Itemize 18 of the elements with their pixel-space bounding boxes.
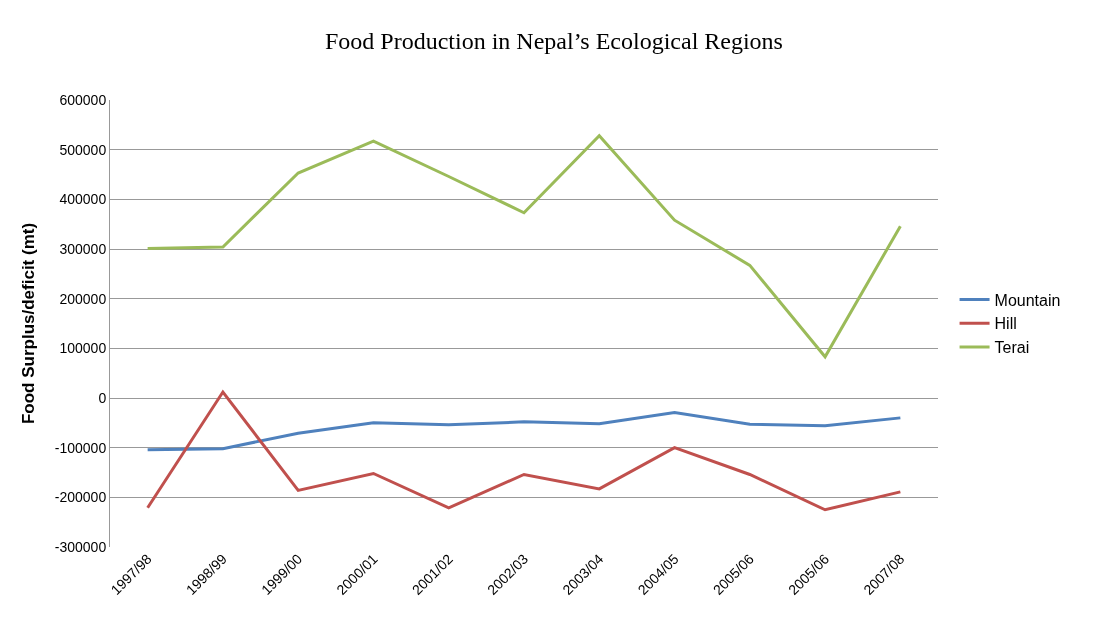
y-tick-label: -200000 [54,489,107,506]
y-tick-label: 200000 [59,290,107,307]
y-tick-label: 0 [98,389,107,406]
line-series [146,134,902,359]
y-tick-label: 600000 [59,91,107,108]
chart-title: Food Production in Nepal’s Ecological Regions [325,27,783,54]
y-tick-label: -100000 [54,439,107,456]
y-tick-label: 500000 [59,141,107,158]
y-axis-title: Food Surplus/deficit (mt) [19,222,39,425]
y-tick-label: -300000 [54,538,107,555]
legend-label: Mountain [994,291,1061,309]
line-series [146,390,902,512]
line-series [146,410,902,452]
legend-label: Hill [994,315,1017,333]
y-tick-label: 100000 [59,340,107,357]
y-tick-label: 400000 [59,191,107,208]
legend-label: Terai [994,339,1030,357]
y-tick-label: 300000 [59,240,107,257]
